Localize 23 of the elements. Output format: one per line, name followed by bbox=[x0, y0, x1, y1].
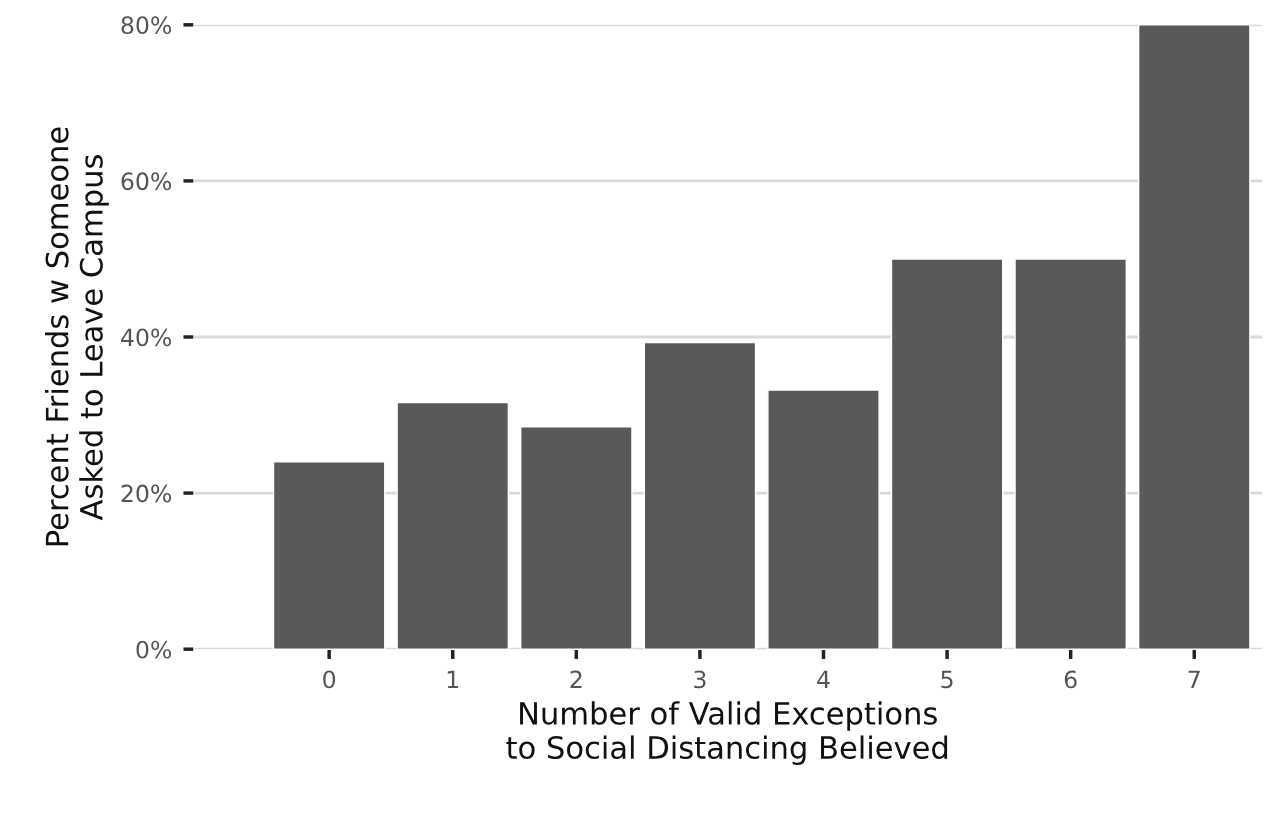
y-tick-label: 0% bbox=[136, 640, 172, 659]
y-tick-label: 40% bbox=[121, 328, 172, 347]
y-axis-title: Percent Friends w Someone Asked to Leave Campus bbox=[44, 127, 109, 546]
bar bbox=[643, 341, 757, 650]
x-tick-label: 4 bbox=[817, 670, 830, 688]
x-tick-label: 2 bbox=[570, 670, 582, 688]
x-tick-label: 5 bbox=[941, 670, 953, 689]
x-tick-label: 6 bbox=[1064, 670, 1077, 689]
bar bbox=[1137, 24, 1251, 650]
x-tick-label: 3 bbox=[694, 670, 706, 689]
bar bbox=[767, 389, 880, 650]
x-tick-label: 0 bbox=[323, 670, 336, 689]
bar bbox=[272, 461, 386, 650]
x-tick-label: 1 bbox=[447, 670, 459, 688]
x-tick-label: 7 bbox=[1188, 670, 1200, 688]
y-tick-label: 60% bbox=[121, 172, 172, 191]
x-axis-title: Number of Valid Exceptions to Social Distancing Believed bbox=[506, 701, 948, 765]
bar bbox=[890, 258, 1004, 650]
y-tick-label: 20% bbox=[121, 484, 172, 503]
bar bbox=[520, 426, 633, 650]
bar bbox=[396, 401, 510, 650]
y-tick-label: 80% bbox=[121, 16, 172, 35]
bar bbox=[1014, 258, 1127, 650]
